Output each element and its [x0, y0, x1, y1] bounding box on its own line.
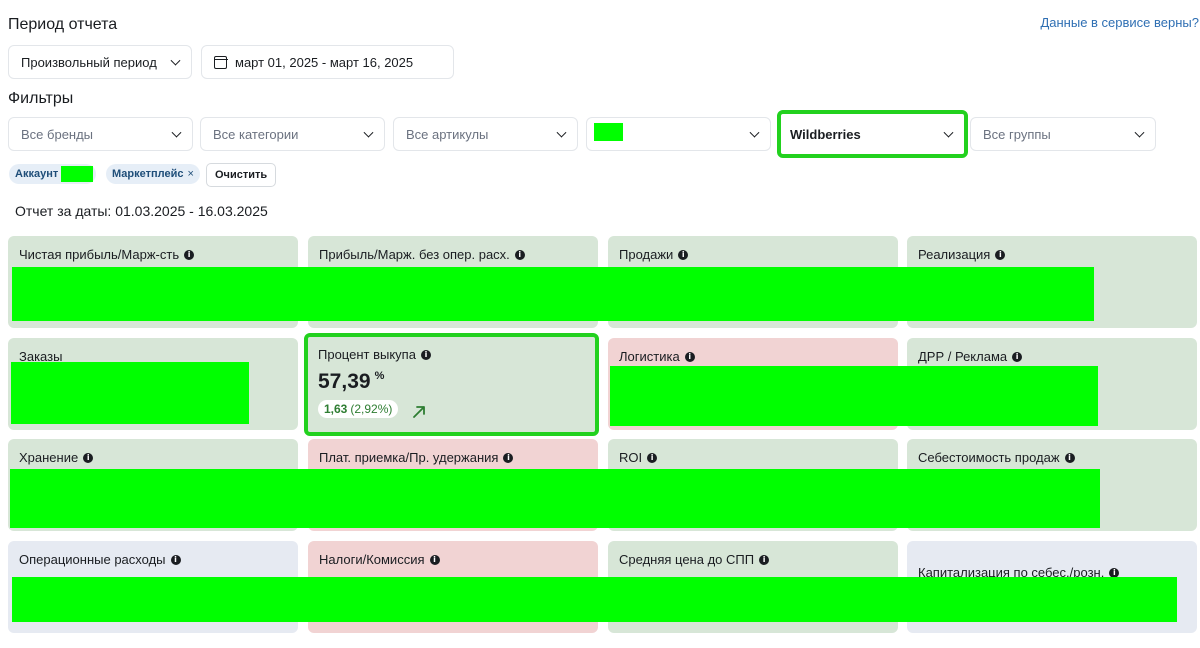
card-label: Прибыль/Марж. без опер. расх. — [319, 247, 510, 262]
card-label: Процент выкупа — [318, 347, 416, 362]
info-icon[interactable]: i — [759, 554, 770, 565]
info-icon[interactable]: i — [1012, 351, 1023, 362]
marketplace-chip-label: Маркетплейс — [112, 168, 184, 180]
card-label: Заказы — [19, 349, 63, 364]
card-label: Чистая прибыль/Марж-сть — [19, 247, 180, 262]
info-icon[interactable]: i — [678, 249, 689, 260]
redacted-account-value — [594, 123, 623, 141]
category-filter-select[interactable]: Все категории — [200, 117, 385, 151]
brand-filter-label: Все бренды — [21, 126, 94, 142]
marketplace-chip[interactable]: Маркетплейс × — [106, 164, 200, 184]
period-title: Период отчета — [8, 16, 118, 33]
card-label: Логистика — [619, 349, 680, 364]
period-mode-label: Произвольный период — [21, 54, 157, 70]
close-icon[interactable]: × — [187, 168, 194, 180]
arrow-up-right-icon — [413, 406, 425, 418]
card-buyout-percent[interactable]: Процент выкупа i 57,39 % 1,63 (2,92%) — [304, 333, 599, 436]
data-correct-link[interactable]: Данные в сервисе верны? — [1040, 15, 1199, 30]
group-filter-label: Все группы — [983, 126, 1051, 142]
buyout-delta-value: 1,63 — [324, 402, 348, 416]
account-chip[interactable]: Аккаунт : — [9, 164, 96, 184]
redacted-account-chip-value — [61, 166, 93, 182]
card-label: Капитализация по себес./розн. — [918, 565, 1105, 580]
chevron-down-icon — [556, 127, 567, 138]
chevron-down-icon — [943, 127, 954, 138]
marketplace-filter-label: Wildberries — [790, 126, 861, 142]
card-label: ДРР / Реклама — [918, 349, 1008, 364]
period-mode-select[interactable]: Произвольный период — [8, 45, 192, 79]
redacted-row-4-values — [12, 577, 1177, 622]
card-label: Продажи — [619, 247, 674, 262]
info-icon[interactable]: i — [1064, 452, 1075, 463]
account-filter-select[interactable] — [586, 117, 771, 151]
calendar-icon — [213, 55, 228, 69]
buyout-value-number: 57,39 — [318, 370, 371, 393]
chevron-down-icon — [170, 55, 181, 66]
info-icon[interactable]: i — [420, 349, 431, 360]
article-filter-select[interactable]: Все артикулы — [393, 117, 578, 151]
buyout-value: 57,39 % — [318, 370, 585, 394]
buyout-delta-badge: 1,63 (2,92%) — [318, 400, 399, 418]
buyout-value-unit: % — [374, 370, 385, 382]
chevron-down-icon — [749, 127, 760, 138]
buyout-delta-percent: (2,92%) — [350, 402, 393, 416]
card-label: Плат. приемка/Пр. удержания — [319, 450, 499, 465]
date-range-label: март 01, 2025 - март 16, 2025 — [235, 54, 414, 70]
card-label: Средняя цена до СПП — [619, 552, 755, 567]
info-icon[interactable]: i — [429, 554, 440, 565]
info-icon[interactable]: i — [514, 249, 525, 260]
brand-filter-select[interactable]: Все бренды — [8, 117, 193, 151]
card-label: Налоги/Комиссия — [319, 552, 425, 567]
report-dates: Отчет за даты: 01.03.2025 - 16.03.2025 — [15, 203, 268, 219]
card-label: Реализация — [918, 247, 991, 262]
info-icon[interactable]: i — [83, 452, 94, 463]
card-label: Операционные расходы — [19, 552, 166, 567]
redacted-row-3-values — [10, 469, 1100, 528]
info-icon[interactable]: i — [503, 452, 514, 463]
info-icon[interactable]: i — [995, 249, 1006, 260]
info-icon[interactable]: i — [647, 452, 658, 463]
redacted-orders-value — [11, 362, 249, 424]
redacted-row-1-values — [12, 267, 1094, 321]
redacted-row-2-values — [610, 366, 1098, 426]
marketplace-filter-select[interactable]: Wildberries — [777, 110, 968, 158]
info-icon[interactable]: i — [184, 249, 195, 260]
info-icon[interactable]: i — [170, 554, 181, 565]
group-filter-select[interactable]: Все группы — [970, 117, 1156, 151]
card-label: Хранение — [19, 450, 79, 465]
article-filter-label: Все артикулы — [406, 126, 489, 142]
clear-filters-button[interactable]: Очистить — [206, 163, 277, 187]
chevron-down-icon — [363, 127, 374, 138]
info-icon[interactable]: i — [684, 351, 695, 362]
filters-title: Фильтры — [8, 90, 74, 107]
info-icon[interactable]: i — [1109, 567, 1120, 578]
card-label: ROI — [619, 450, 643, 465]
date-range-picker[interactable]: март 01, 2025 - март 16, 2025 — [201, 45, 454, 79]
chevron-down-icon — [1134, 127, 1145, 138]
chevron-down-icon — [171, 127, 182, 138]
category-filter-label: Все категории — [213, 126, 299, 142]
card-label: Себестоимость продаж — [918, 450, 1060, 465]
account-chip-label: Аккаунт : — [15, 168, 65, 180]
